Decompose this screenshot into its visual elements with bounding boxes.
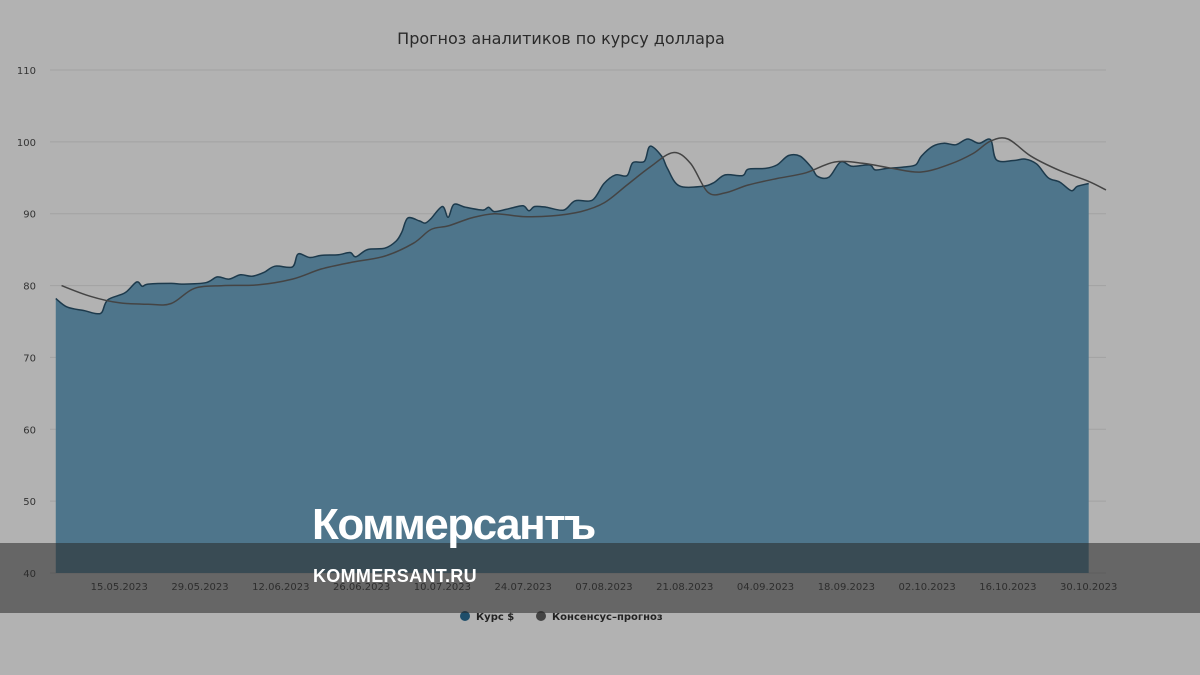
y-tick-label: 50 — [23, 497, 36, 508]
y-tick-label: 110 — [17, 66, 36, 77]
y-tick-label: 80 — [23, 282, 36, 293]
kurs-line — [55, 138, 1089, 315]
y-axis: 405060708090100110 — [17, 66, 36, 580]
y-tick-label: 90 — [23, 210, 36, 221]
legend-item-consensus[interactable]: Консенсус–прогноз — [536, 611, 663, 623]
legend-label: Курс $ — [476, 612, 514, 623]
kommersant-url: KOMMERSANT.RU — [313, 566, 477, 586]
legend-item-kurs[interactable]: Курс $ — [460, 611, 514, 623]
kurs-area-fill — [55, 138, 1089, 573]
y-tick-label: 100 — [17, 138, 36, 149]
y-tick-label: 70 — [23, 353, 36, 364]
legend-label: Консенсус–прогноз — [552, 612, 663, 623]
chart-title: Прогноз аналитиков по курсу доллара — [397, 29, 725, 48]
consensus-line — [61, 137, 1107, 306]
kommersant-logo: Коммерсантъ — [312, 500, 596, 549]
legend-marker — [536, 611, 546, 621]
watermark-band — [0, 543, 1200, 613]
plot-area — [55, 137, 1107, 573]
legend[interactable]: Курс $ Консенсус–прогноз — [460, 611, 663, 623]
legend-marker — [460, 611, 470, 621]
y-tick-label: 60 — [23, 425, 36, 436]
